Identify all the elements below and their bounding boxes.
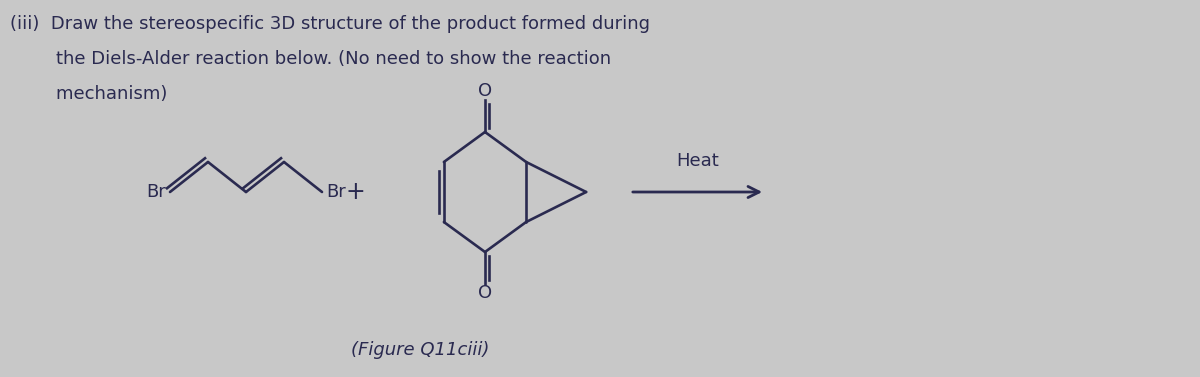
- Text: mechanism): mechanism): [10, 85, 167, 103]
- Text: Br: Br: [326, 183, 346, 201]
- Text: Heat: Heat: [676, 152, 719, 170]
- Text: O: O: [478, 82, 492, 100]
- Text: O: O: [478, 284, 492, 302]
- Text: (iii)  Draw the stereospecific 3D structure of the product formed during: (iii) Draw the stereospecific 3D structu…: [10, 15, 650, 33]
- Text: (Figure Q11ciii): (Figure Q11ciii): [350, 341, 490, 359]
- Text: Br: Br: [146, 183, 166, 201]
- Text: +: +: [346, 180, 365, 204]
- Text: the Diels-Alder reaction below. (No need to show the reaction: the Diels-Alder reaction below. (No need…: [10, 50, 611, 68]
